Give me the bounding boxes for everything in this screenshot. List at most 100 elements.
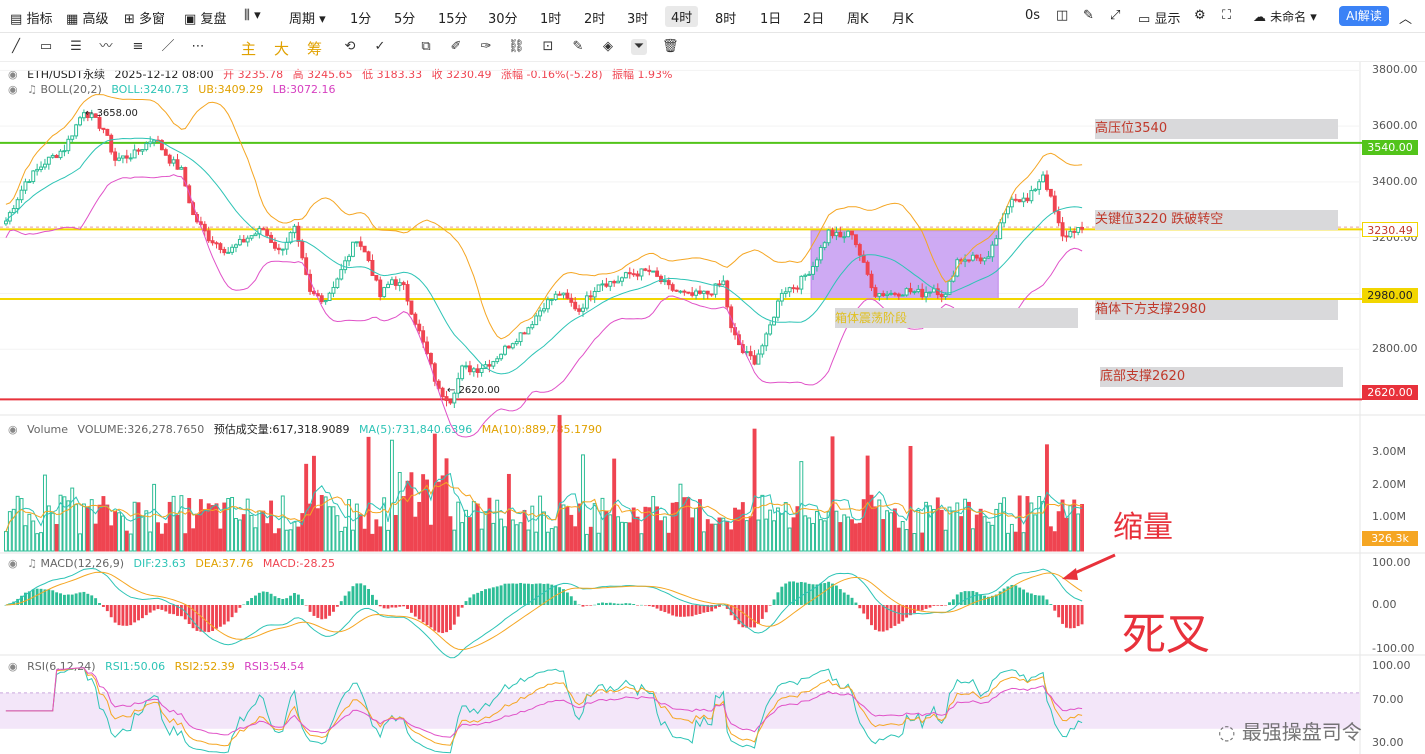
tf-week[interactable]: 周K <box>847 12 869 27</box>
bell-icon[interactable]: ♫ <box>27 557 37 570</box>
tf-1d[interactable]: 1日 <box>760 12 782 27</box>
candle-body <box>409 300 414 315</box>
macd-tick-label: -100.00 <box>1372 642 1415 655</box>
candle-body <box>389 279 394 285</box>
tf-1m[interactable]: 1分 <box>350 12 372 27</box>
camera-icon[interactable]: ◫ <box>1056 8 1069 23</box>
macd-histogram-bar <box>671 605 675 616</box>
bottom-support-label[interactable]: 底部支撑2620 <box>1100 367 1343 387</box>
cloud-save-button[interactable]: ☁ 未命名 ▾ <box>1253 10 1317 25</box>
highlighter-icon[interactable]: ✑ <box>480 39 492 54</box>
chip-chip[interactable]: 筹 <box>307 40 323 58</box>
box-stage-label[interactable]: 箱体震荡阶段 <box>835 308 1078 328</box>
high-mark-label: ← 3658.00 <box>85 108 138 119</box>
macd-histogram-bar <box>565 592 569 605</box>
measure-icon[interactable]: ✓ <box>374 39 386 54</box>
main-chip[interactable]: 主 <box>241 40 257 58</box>
edit-icon[interactable]: ✎ <box>572 39 584 54</box>
volume-bar <box>631 507 636 552</box>
volume-bar <box>1013 531 1018 552</box>
box-support-label[interactable]: 箱体下方支撑2980 <box>1095 300 1338 320</box>
volume-bar <box>768 509 773 552</box>
tf-4h[interactable]: 4时 <box>665 6 699 27</box>
tf-1h[interactable]: 1时 <box>540 12 562 27</box>
fullscreen-icon[interactable]: ⛶ <box>1222 8 1232 23</box>
macd-histogram-bar <box>924 605 928 609</box>
settings-icon[interactable]: ⚙ <box>1194 8 1206 23</box>
fib-tool-icon[interactable]: ≡ <box>132 39 144 54</box>
candle-body <box>42 163 47 168</box>
macd-histogram-bar <box>168 605 172 614</box>
macd-histogram-bar <box>788 581 792 605</box>
magnet-icon[interactable]: ⟲ <box>344 39 356 54</box>
ray-tool-icon[interactable]: ／ <box>161 39 175 54</box>
candle-body <box>66 138 71 152</box>
bell-icon[interactable]: ♫ <box>27 83 37 96</box>
more-icon[interactable]: ⋯ <box>191 39 205 54</box>
paint-icon[interactable]: ◈ <box>603 39 613 54</box>
rect-tool-icon[interactable]: ▭ <box>39 39 53 54</box>
tf-3h[interactable]: 3时 <box>627 12 649 27</box>
expand-icon[interactable]: ⤢ <box>1110 8 1121 23</box>
candle-body <box>795 287 800 290</box>
volume-bar <box>432 433 437 552</box>
macd-histogram-bar <box>706 605 710 613</box>
display-button[interactable]: ▭ 显示 <box>1138 12 1181 27</box>
macd-histogram-bar <box>955 594 959 605</box>
lock-icon[interactable]: ⊡ <box>542 39 554 54</box>
tf-month[interactable]: 月K <box>892 12 914 27</box>
advanced-button[interactable]: ▦ 高级 <box>66 12 109 27</box>
ai-interpret-button[interactable]: AI解读 <box>1339 6 1389 26</box>
macd-histogram-bar <box>125 605 129 626</box>
tf-30m[interactable]: 30分 <box>488 12 518 27</box>
volume-bar <box>471 501 476 552</box>
macd-histogram-bar <box>94 598 98 605</box>
candle-body <box>865 261 870 275</box>
period-dropdown[interactable]: 周期 ▾ <box>289 12 326 27</box>
candle-body <box>175 159 180 170</box>
parallel-tool-icon[interactable]: ☰ <box>70 39 82 54</box>
filter-icon[interactable]: ⏷ <box>631 39 647 55</box>
line-tool-icon[interactable]: ╱ <box>12 39 20 54</box>
high-resist-label[interactable]: 高压位3540 <box>1095 119 1338 139</box>
candle-body <box>892 292 897 295</box>
tf-2d[interactable]: 2日 <box>803 12 825 27</box>
eye-icon[interactable]: ◉ <box>8 557 18 570</box>
tf-8h[interactable]: 8时 <box>715 12 737 27</box>
multi-window-button[interactable]: ⊞ 多窗 <box>124 12 166 27</box>
tf-5m[interactable]: 5分 <box>394 12 416 27</box>
macd-histogram-bar <box>406 605 409 609</box>
eye-icon[interactable]: ◉ <box>8 423 18 436</box>
candle-body <box>339 269 344 280</box>
eye-icon[interactable]: ◉ <box>8 68 18 81</box>
tf-15m[interactable]: 15分 <box>438 12 468 27</box>
copy-icon[interactable]: ⧉ <box>421 39 431 54</box>
brush-icon[interactable]: ✐ <box>450 39 462 54</box>
candle-body <box>354 241 359 244</box>
candle-type-button[interactable]: ⫼ ▾ <box>244 8 261 23</box>
large-chip[interactable]: 大 <box>274 40 290 58</box>
eye-icon[interactable]: ◉ <box>8 83 18 96</box>
macd-histogram-bar <box>889 605 893 629</box>
pencil-icon[interactable]: ✎ <box>1083 8 1094 23</box>
macd-histogram-bar <box>780 586 784 605</box>
chain-icon[interactable]: ⛓ <box>508 39 525 54</box>
replay-button[interactable]: ▣ 复盘 <box>184 12 227 27</box>
collapse-icon[interactable]: ︿ <box>1399 12 1413 27</box>
wave-tool-icon[interactable]: 〰 <box>99 39 113 54</box>
key-level-label[interactable]: 关键位3220 跌破转空 <box>1095 210 1338 230</box>
tf-2h[interactable]: 2时 <box>584 12 606 27</box>
candle-body <box>62 150 67 153</box>
macd-histogram-bar <box>98 603 101 605</box>
macd-histogram-bar <box>296 594 300 605</box>
macd-histogram-bar <box>160 605 164 610</box>
volume-bar <box>916 510 921 552</box>
macd-histogram-bar <box>421 605 425 623</box>
macd-histogram-bar <box>378 605 382 607</box>
candle-body <box>120 155 125 159</box>
indicator-button[interactable]: ▤ 指标 <box>10 12 53 27</box>
candle-body <box>467 365 472 373</box>
eye-icon[interactable]: ◉ <box>8 660 18 673</box>
trash-icon[interactable]: 🗑 <box>662 39 679 54</box>
